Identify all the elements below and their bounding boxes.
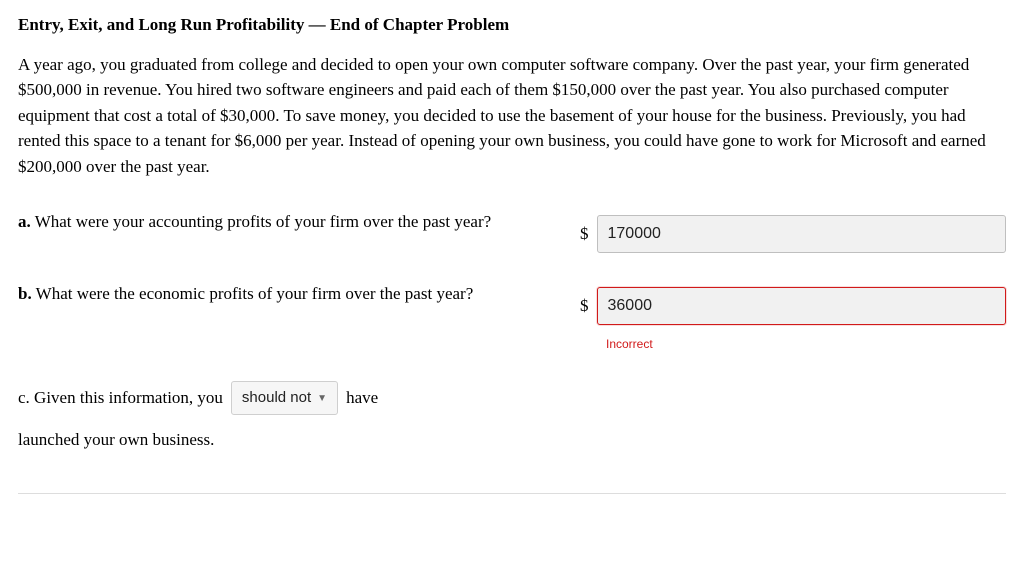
currency-label-a: $ [578, 221, 597, 247]
answer-b-field: $ 36000 [578, 287, 1006, 325]
part-a-body: What were your accounting profits of you… [31, 212, 491, 231]
part-c-label: c. [18, 388, 30, 407]
question-c-line1: c. Given this information, you should no… [18, 381, 1006, 415]
divider [18, 493, 1006, 494]
answer-a-input[interactable]: 170000 [597, 215, 1007, 253]
question-a-row: a. What were your accounting profits of … [18, 209, 1006, 253]
feedback-b: Incorrect [606, 335, 1006, 353]
answer-b-input[interactable]: 36000 [597, 287, 1007, 325]
part-c-after2: launched your own business. [18, 427, 1006, 453]
question-c: c. Given this information, you should no… [18, 381, 1006, 453]
problem-title: Entry, Exit, and Long Run Profitability … [18, 12, 1006, 38]
part-b-body: What were the economic profits of your f… [32, 284, 474, 303]
answer-a-col: $ 170000 [578, 209, 1006, 253]
question-b-text: b. What were the economic profits of you… [18, 281, 578, 307]
currency-label-b: $ [578, 293, 597, 319]
part-c-after1: have [346, 385, 378, 411]
dropdown-value: should not [242, 387, 311, 410]
part-c-prefix: c. Given this information, you [18, 385, 223, 411]
question-b-row: b. What were the economic profits of you… [18, 281, 1006, 353]
chevron-down-icon: ▼ [317, 391, 327, 406]
question-a-text: a. What were your accounting profits of … [18, 209, 578, 235]
answer-b-col: $ 36000 Incorrect [578, 281, 1006, 353]
answer-a-field: $ 170000 [578, 215, 1006, 253]
part-c-before: Given this information, you [30, 388, 223, 407]
should-dropdown[interactable]: should not ▼ [231, 381, 338, 415]
problem-intro: A year ago, you graduated from college a… [18, 52, 1006, 180]
part-b-label: b. [18, 284, 32, 303]
part-a-label: a. [18, 212, 31, 231]
